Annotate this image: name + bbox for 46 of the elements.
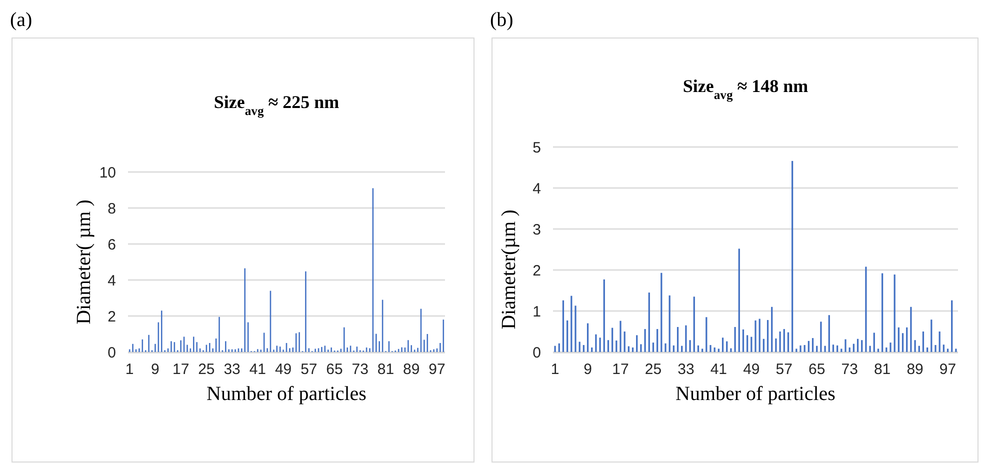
x-tick-label: 17 (612, 361, 629, 378)
x-tick-label: 81 (377, 361, 394, 378)
x-tick-label: 17 (172, 361, 190, 378)
x-tick-label: 73 (352, 361, 368, 378)
x-tick-label: 1 (550, 361, 560, 378)
text: (b) (490, 9, 514, 31)
x-tick-label: 89 (906, 361, 924, 378)
x-tick-label: 49 (743, 361, 760, 378)
x-tick-label: 25 (644, 361, 662, 378)
y-tick-label: 2 (108, 308, 116, 326)
y-tick-label: 3 (532, 221, 541, 238)
y-tick-label: 0 (532, 344, 541, 362)
y-tick-label: 6 (108, 236, 116, 254)
x-tick-label: 41 (710, 361, 728, 378)
x-tick-label: 33 (678, 361, 694, 378)
y-tick-label: 0 (108, 344, 116, 362)
x-tick-label: 81 (874, 361, 891, 378)
x-tick-label: 89 (403, 361, 420, 378)
y-axis-title: Diameter( µm ) (73, 200, 95, 324)
y-axis-title: Diameter(µm ) (498, 210, 520, 330)
x-tick-label: 9 (151, 361, 160, 378)
text: (a) (10, 9, 32, 31)
x-tick-label: 65 (326, 361, 343, 378)
x-tick-label: 97 (939, 361, 956, 378)
y-tick-label: 4 (532, 180, 541, 198)
x-tick-label: 25 (198, 361, 215, 378)
x-tick-label: 33 (224, 361, 240, 378)
chart-title: Size$_{avg}$ ≈ 225 nm (214, 92, 340, 118)
chart-title: Size$_{avg}$ ≈ 148 nm (682, 76, 808, 102)
y-tick-label: 1 (532, 303, 541, 320)
y-tick-label: 8 (108, 200, 116, 218)
x-tick-label: 65 (808, 361, 826, 378)
y-tick-label: 4 (108, 272, 116, 290)
y-tick-label: 10 (99, 164, 116, 182)
x-tick-label: 49 (274, 361, 292, 378)
y-tick-label: 5 (532, 139, 541, 156)
x-tick-label: 41 (249, 361, 266, 378)
x-axis-title: Number of particles (676, 383, 836, 405)
x-tick-label: 97 (428, 361, 446, 378)
x-tick-label: 1 (125, 361, 134, 378)
x-axis-title: Number of particles (206, 383, 367, 405)
x-tick-label: 57 (300, 361, 318, 378)
x-tick-label: 57 (776, 361, 792, 378)
x-tick-label: 73 (841, 361, 858, 378)
x-tick-label: 9 (584, 361, 592, 378)
y-tick-label: 2 (532, 262, 541, 280)
